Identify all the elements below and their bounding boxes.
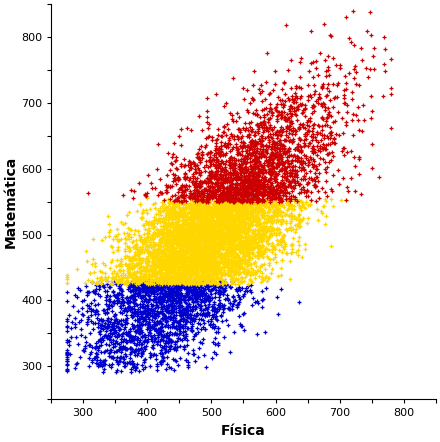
- X-axis label: Física: Física: [221, 424, 266, 438]
- Y-axis label: Matemática: Matemática: [4, 156, 18, 248]
